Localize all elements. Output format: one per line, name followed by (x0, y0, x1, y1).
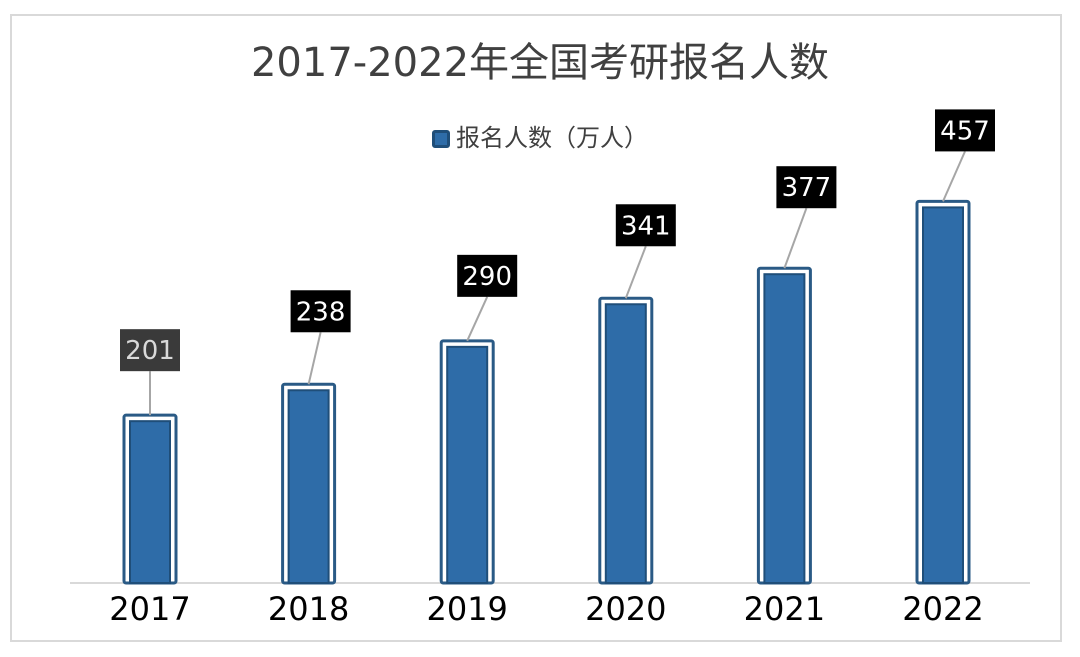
bar-2021 (763, 273, 806, 584)
bar-2019 (446, 345, 489, 584)
data-label-box-2020 (615, 204, 676, 247)
data-label-2019: 290 (462, 262, 512, 292)
data-label-2017: 201 (125, 336, 175, 366)
bar-2022 (922, 206, 964, 584)
legend-swatch-icon (432, 130, 450, 148)
data-label-2020: 341 (621, 211, 671, 241)
x-tick-label-2020: 2020 (585, 590, 666, 628)
data-label-2018: 238 (296, 297, 346, 327)
bar-2017 (129, 420, 171, 585)
data-label-box-2019 (457, 254, 518, 297)
leader-line-2020 (624, 245, 647, 299)
data-label-box-2017 (120, 329, 180, 372)
bar-2018 (287, 389, 330, 584)
leader-line-2018 (307, 332, 322, 385)
bar-2020 (604, 303, 647, 584)
x-tick-label-2017: 2017 (109, 590, 190, 628)
leader-line-2022 (942, 151, 966, 202)
data-label-2021: 377 (782, 173, 832, 203)
x-tick-label-2018: 2018 (268, 590, 349, 628)
data-label-box-2018 (290, 290, 351, 333)
data-label-box-2022 (935, 109, 995, 152)
data-label-box-2021 (776, 166, 837, 209)
chart-frame (10, 14, 1062, 642)
leader-line-2019 (466, 296, 489, 342)
legend-label: 报名人数（万人） (456, 124, 648, 152)
x-tick-label-2021: 2021 (744, 590, 825, 628)
x-tick-label-2022: 2022 (902, 590, 983, 628)
data-label-2022: 457 (940, 116, 990, 146)
chart-legend: 报名人数（万人） (0, 118, 1080, 153)
leader-line-2021 (783, 207, 808, 269)
x-tick-label-2019: 2019 (426, 590, 507, 628)
chart-title: 2017-2022年全国考研报名人数 (250, 40, 830, 86)
